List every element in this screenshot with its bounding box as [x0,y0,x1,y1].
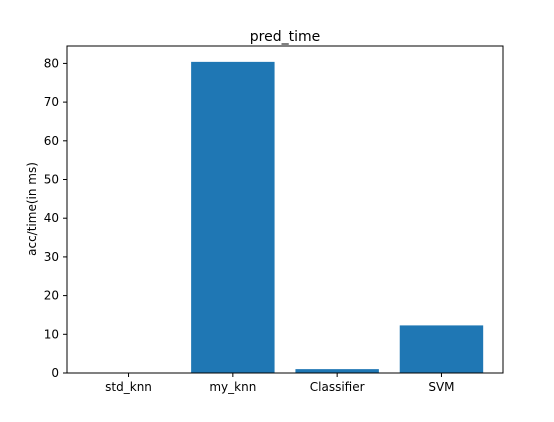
y-tick-label: 50 [44,173,59,187]
chart-title: pred_time [250,29,320,45]
x-tick-label: Classifier [310,380,365,394]
y-axis-label: acc/time(in ms) [25,162,39,256]
y-tick-label: 10 [44,327,59,341]
bar-my-knn [191,62,274,373]
x-tick-label: my_knn [209,380,256,394]
y-tick-label: 20 [44,289,59,303]
y-tick-label: 80 [44,56,59,70]
plot-frame [67,46,503,373]
x-tick-label: std_knn [105,380,152,394]
y-tick-label: 40 [44,211,59,225]
bar-classifier [295,369,378,373]
bar-svm [400,325,483,373]
bars-layer [87,62,483,373]
y-tick-label: 0 [51,366,59,380]
y-tick-label: 70 [44,95,59,109]
y-tick-label: 30 [44,250,59,264]
y-tick-label: 60 [44,134,59,148]
x-tick-label: SVM [428,380,454,394]
